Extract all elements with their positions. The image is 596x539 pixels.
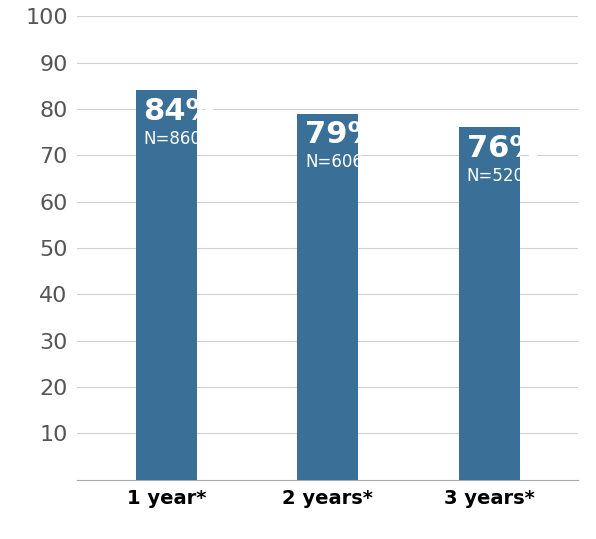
Bar xyxy=(136,91,197,480)
Text: 79%: 79% xyxy=(305,121,378,149)
Bar xyxy=(297,114,358,480)
Bar xyxy=(458,127,520,480)
Text: N=860: N=860 xyxy=(144,130,201,148)
Text: N=520: N=520 xyxy=(467,167,524,185)
Text: 84%: 84% xyxy=(144,97,217,126)
Text: N=606: N=606 xyxy=(305,153,363,171)
Text: 76%: 76% xyxy=(467,134,539,163)
